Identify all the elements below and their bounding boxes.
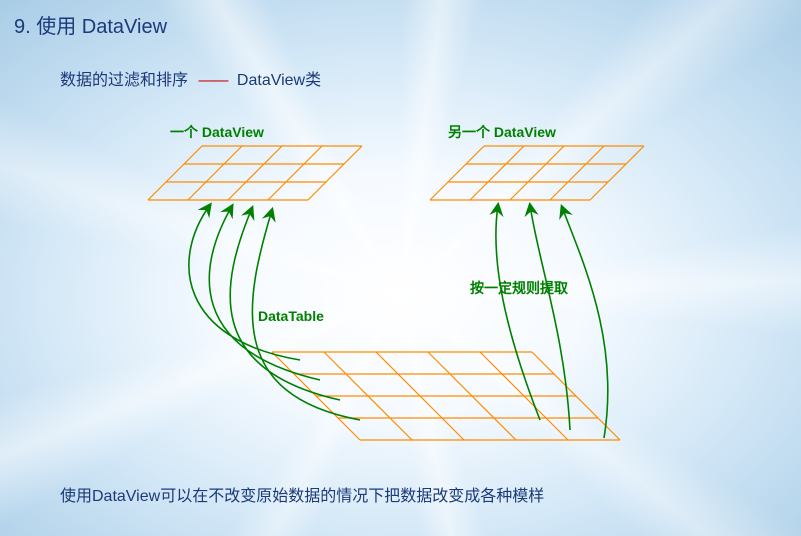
subtitle: 数据的过滤和排序 —— DataView类 bbox=[60, 66, 321, 90]
label-datatable: DataTable bbox=[258, 308, 324, 324]
subtitle-right: DataView类 bbox=[237, 72, 321, 89]
label-view1: 一个 DataView bbox=[170, 122, 264, 142]
label-view2: 另一个 DataView bbox=[448, 122, 556, 142]
subtitle-dash: —— bbox=[198, 72, 226, 89]
label-rule: 按一定规则提取 bbox=[470, 278, 568, 298]
subtitle-left: 数据的过滤和排序 bbox=[60, 72, 188, 89]
page-title: 9. 使用 DataView bbox=[14, 10, 167, 39]
heading-number: 9. bbox=[14, 16, 31, 38]
footer-text: 使用DataView可以在不改变原始数据的情况下把数据改变成各种模样 bbox=[60, 482, 544, 506]
heading-text: 使用 DataView bbox=[36, 16, 167, 38]
